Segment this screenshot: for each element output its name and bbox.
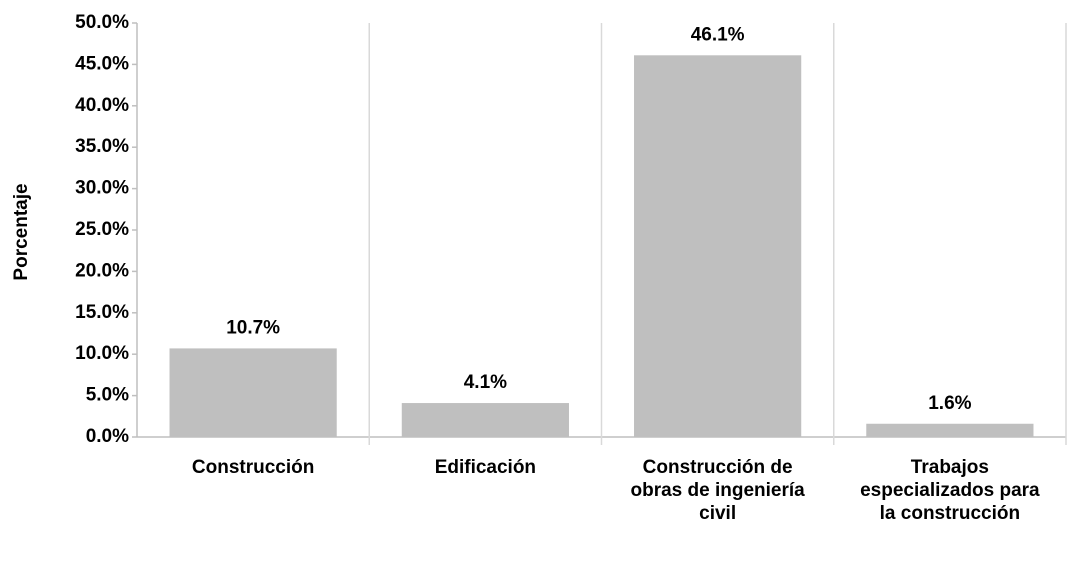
y-tick-label: 15.0% (75, 302, 129, 323)
y-tick-label: 25.0% (75, 219, 129, 240)
y-tick-label: 35.0% (75, 136, 129, 157)
data-label: 1.6% (928, 393, 971, 414)
y-axis-title: Porcentaje (11, 183, 32, 280)
data-label: 46.1% (691, 24, 745, 45)
y-tick-label: 20.0% (75, 260, 129, 281)
y-tick-label: 50.0% (75, 12, 129, 33)
bar (866, 423, 1034, 437)
y-tick-label: 0.0% (86, 426, 129, 447)
y-tick-label: 10.0% (75, 343, 129, 364)
bar (169, 348, 337, 437)
bar (634, 55, 802, 438)
x-tick-label: Construcción (191, 457, 315, 478)
x-tick-label: Construcción de obras de ingeniería civi… (630, 457, 805, 524)
y-tick-label: 40.0% (75, 95, 129, 116)
data-label: 10.7% (226, 317, 280, 338)
bar (401, 403, 569, 437)
y-tick-label: 45.0% (75, 53, 129, 74)
x-tick-label: Edificación (434, 457, 537, 478)
x-tick-label: Trabajos especializados para la construc… (860, 457, 1040, 524)
data-label: 4.1% (464, 372, 507, 393)
y-tick-label: 5.0% (86, 385, 129, 406)
y-tick-label: 30.0% (75, 178, 129, 199)
